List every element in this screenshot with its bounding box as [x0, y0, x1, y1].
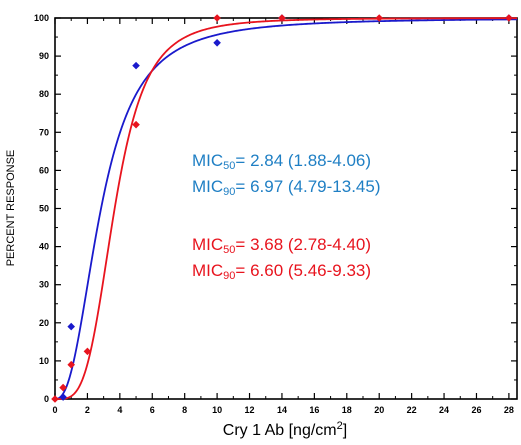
y-tick-label: 100 — [34, 13, 49, 23]
y-tick-label: 60 — [39, 165, 49, 175]
data-point — [213, 14, 221, 22]
data-point — [67, 322, 76, 331]
fit-curve-0 — [55, 18, 518, 400]
data-point — [67, 360, 76, 369]
y-axis-label: PERCENT RESPONSE — [5, 150, 17, 267]
data-point — [505, 14, 513, 22]
y-tick-label: 10 — [39, 356, 49, 366]
x-tick-label: 28 — [504, 405, 514, 415]
mic-annotations: MIC50= 2.84 (1.88-4.06) MIC90= 6.97 (4.79… — [192, 151, 381, 282]
y-tick-label: 20 — [39, 318, 49, 328]
x-tick-label: 16 — [309, 405, 319, 415]
x-tick-label: 6 — [150, 405, 155, 415]
x-tick-label: 0 — [52, 405, 57, 415]
data-point — [59, 393, 67, 401]
mic-annotation: MIC90= 6.60 (5.46-9.33) — [192, 261, 371, 282]
data-point — [132, 61, 140, 70]
x-tick-label: 14 — [277, 405, 287, 415]
fit-curves — [55, 17, 518, 400]
fit-curve-1 — [55, 17, 518, 400]
mic-annotation: MIC50= 3.68 (2.78-4.40) — [192, 235, 371, 256]
data-point — [51, 395, 59, 403]
y-tick-label: 50 — [39, 204, 49, 214]
y-tick-label: 90 — [39, 51, 49, 61]
x-tick-label: 12 — [245, 405, 255, 415]
y-tick-label: 80 — [39, 89, 49, 99]
data-point — [375, 14, 384, 22]
mic-annotation: MIC50= 2.84 (1.88-4.06) — [192, 151, 371, 172]
y-tick-label: 30 — [39, 280, 49, 290]
x-tick-label: 26 — [471, 405, 481, 415]
x-axis-label: Cry 1 Ab [ng/cm2] — [223, 420, 347, 439]
x-tick-label: 22 — [407, 405, 417, 415]
data-point — [59, 383, 67, 392]
x-tick-label: 8 — [182, 405, 187, 415]
x-tick-label: 2 — [85, 405, 90, 415]
y-tick-label: 70 — [39, 127, 49, 137]
data-point — [213, 38, 221, 47]
data-point — [278, 14, 286, 22]
data-point — [132, 120, 140, 129]
y-tick-label: 0 — [44, 394, 49, 404]
y-tick-label: 40 — [39, 242, 49, 252]
x-tick-label: 24 — [439, 405, 449, 415]
x-tick-label: 18 — [342, 405, 352, 415]
x-tick-label: 10 — [212, 405, 222, 415]
plot-frame — [54, 17, 518, 400]
data-points — [51, 14, 513, 403]
data-point — [83, 347, 92, 356]
mic-annotation: MIC90= 6.97 (4.79-13.45) — [192, 177, 381, 198]
x-tick-label: 4 — [117, 405, 122, 415]
x-tick-label: 20 — [374, 405, 384, 415]
